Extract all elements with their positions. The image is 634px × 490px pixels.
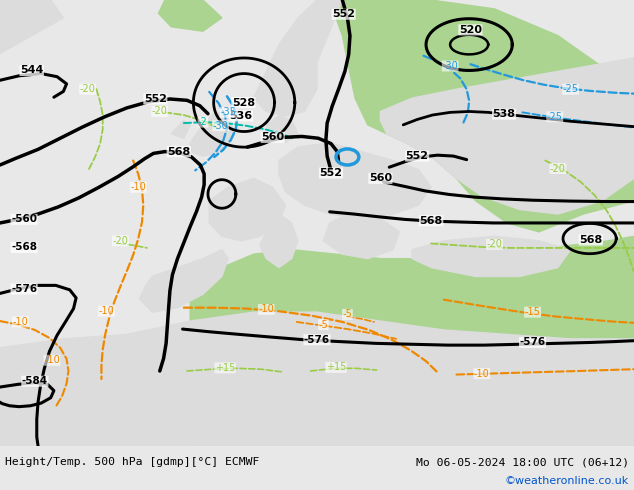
Text: 538: 538 [493, 109, 515, 119]
Text: -5: -5 [342, 309, 353, 319]
Text: -10: -10 [99, 306, 114, 316]
Polygon shape [190, 236, 634, 446]
Text: -20: -20 [112, 236, 129, 246]
Polygon shape [330, 0, 634, 232]
Text: -576: -576 [304, 335, 330, 345]
Polygon shape [380, 58, 634, 214]
Text: -30: -30 [443, 61, 458, 71]
Text: 560: 560 [261, 132, 284, 142]
Polygon shape [412, 236, 571, 276]
Text: -568: -568 [11, 243, 37, 252]
Text: -10: -10 [131, 182, 146, 192]
Text: -30: -30 [213, 121, 228, 131]
Text: +15: +15 [215, 363, 235, 373]
Polygon shape [0, 0, 63, 53]
Text: -10: -10 [44, 355, 60, 365]
Text: 568: 568 [420, 216, 443, 226]
Text: -10: -10 [474, 368, 489, 379]
Polygon shape [260, 214, 298, 268]
Text: -25: -25 [562, 84, 579, 94]
Polygon shape [171, 121, 190, 138]
Text: 544: 544 [20, 66, 43, 75]
Text: 520: 520 [459, 25, 482, 35]
Text: -576: -576 [11, 284, 37, 294]
Text: -560: -560 [11, 215, 37, 224]
Text: -20: -20 [550, 164, 566, 173]
Polygon shape [158, 0, 222, 31]
Text: 536: 536 [230, 111, 252, 121]
Text: -20: -20 [486, 239, 503, 249]
Polygon shape [0, 312, 634, 446]
Text: 552: 552 [320, 168, 342, 178]
Polygon shape [0, 0, 44, 36]
Polygon shape [266, 116, 298, 143]
Polygon shape [254, 0, 342, 116]
Polygon shape [323, 214, 399, 259]
Polygon shape [139, 250, 228, 312]
Text: 568: 568 [167, 147, 190, 157]
Text: ©weatheronline.co.uk: ©weatheronline.co.uk [505, 476, 629, 487]
Text: 560: 560 [369, 173, 392, 183]
Text: -576: -576 [519, 338, 546, 347]
Polygon shape [279, 143, 431, 219]
Text: 568: 568 [579, 235, 602, 245]
Text: -15: -15 [524, 307, 541, 317]
Text: -20: -20 [152, 106, 168, 117]
Text: -35: -35 [220, 107, 236, 118]
Text: Mo 06-05-2024 18:00 UTC (06+12): Mo 06-05-2024 18:00 UTC (06+12) [416, 457, 629, 467]
Text: -25: -25 [547, 112, 563, 122]
Text: 552: 552 [144, 94, 167, 104]
Polygon shape [209, 178, 285, 241]
Text: Height/Temp. 500 hPa [gdmp][°C] ECMWF: Height/Temp. 500 hPa [gdmp][°C] ECMWF [5, 457, 259, 467]
Text: +15: +15 [326, 363, 346, 372]
Text: 552: 552 [406, 151, 429, 161]
Text: -2: -2 [198, 117, 208, 127]
Text: -10: -10 [13, 317, 28, 327]
Text: -20: -20 [79, 84, 96, 94]
Text: 528: 528 [232, 98, 255, 108]
Text: 552: 552 [332, 9, 355, 19]
Polygon shape [190, 112, 235, 156]
Text: -5: -5 [318, 319, 328, 330]
Text: -584: -584 [22, 376, 48, 386]
Text: -10: -10 [259, 304, 274, 315]
